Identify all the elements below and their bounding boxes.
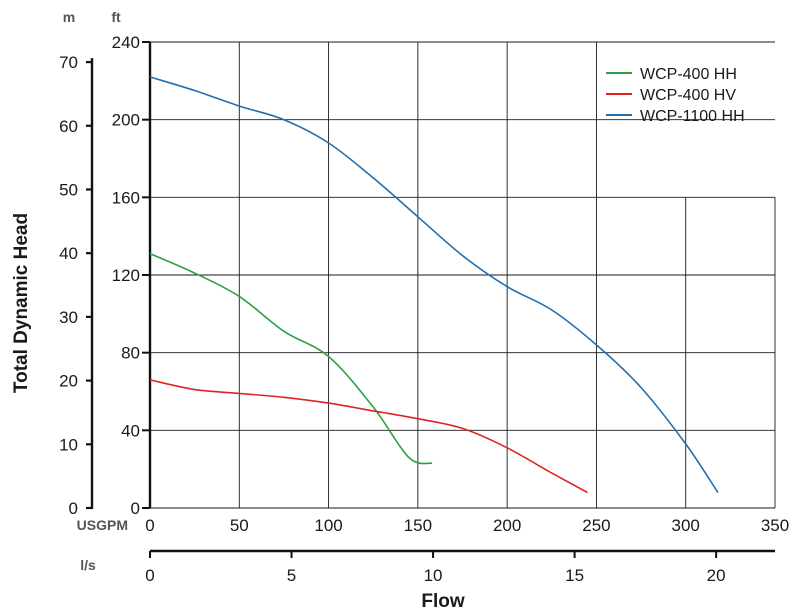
y-secondary-tick-label-30: 30 bbox=[59, 308, 78, 327]
legend: WCP-400 HH WCP-400 HV WCP-1100 HH bbox=[606, 66, 745, 125]
x-primary-tick-label-350: 350 bbox=[761, 516, 789, 535]
x-secondary-unit-label: l/s bbox=[80, 557, 96, 573]
y-primary-tick-label-0: 0 bbox=[131, 499, 140, 518]
x-secondary-tick-label-10: 10 bbox=[424, 566, 443, 585]
y-primary-tick-label-160: 160 bbox=[112, 188, 140, 207]
y-axis-title: Total Dynamic Head bbox=[11, 213, 32, 393]
y-primary-tick-label-240: 240 bbox=[112, 33, 140, 52]
y-primary-tick-label-120: 120 bbox=[112, 266, 140, 285]
legend-label-0: WCP-400 HH bbox=[640, 66, 737, 83]
x-primary-tick-label-200: 200 bbox=[493, 516, 521, 535]
y-primary-tick-label-80: 80 bbox=[121, 344, 140, 363]
x-primary-tick-label-0: 0 bbox=[145, 516, 154, 535]
series-line-0 bbox=[149, 252, 433, 465]
legend-label-2: WCP-1100 HH bbox=[640, 108, 745, 125]
x-primary-tick-label-100: 100 bbox=[314, 516, 342, 535]
y-secondary-tick-label-60: 60 bbox=[59, 117, 78, 136]
x-primary-tick-label-50: 50 bbox=[230, 516, 249, 535]
y-secondary-tick-label-70: 70 bbox=[59, 53, 78, 72]
y-secondary-unit-label: m bbox=[63, 9, 75, 25]
y-secondary-tick-label-20: 20 bbox=[59, 372, 78, 391]
series-line-2 bbox=[149, 76, 719, 493]
x-primary-tick-label-150: 150 bbox=[404, 516, 432, 535]
x-secondary-tick-label-15: 15 bbox=[565, 566, 584, 585]
y-secondary-tick-label-40: 40 bbox=[59, 244, 78, 263]
series-line-1 bbox=[149, 379, 588, 494]
x-secondary-tick-label-0: 0 bbox=[145, 566, 154, 585]
x-secondary-tick-label-5: 5 bbox=[287, 566, 296, 585]
y-secondary-tick-label-0: 0 bbox=[69, 499, 78, 518]
x-primary-unit-label: USGPM bbox=[77, 517, 128, 533]
x-primary-tick-label-300: 300 bbox=[672, 516, 700, 535]
x-axis-title: Flow bbox=[421, 591, 464, 612]
y-secondary-tick-label-50: 50 bbox=[59, 180, 78, 199]
y-primary-tick-label-40: 40 bbox=[121, 421, 140, 440]
grid bbox=[150, 41, 776, 509]
y-primary-tick-label-200: 200 bbox=[112, 111, 140, 130]
x-primary-tick-label-250: 250 bbox=[582, 516, 610, 535]
series-lines bbox=[149, 76, 719, 494]
legend-label-1: WCP-400 HV bbox=[640, 87, 736, 104]
y-primary-unit-label: ft bbox=[111, 9, 121, 25]
y-secondary-tick-label-10: 10 bbox=[59, 435, 78, 454]
x-secondary-tick-label-20: 20 bbox=[707, 566, 726, 585]
